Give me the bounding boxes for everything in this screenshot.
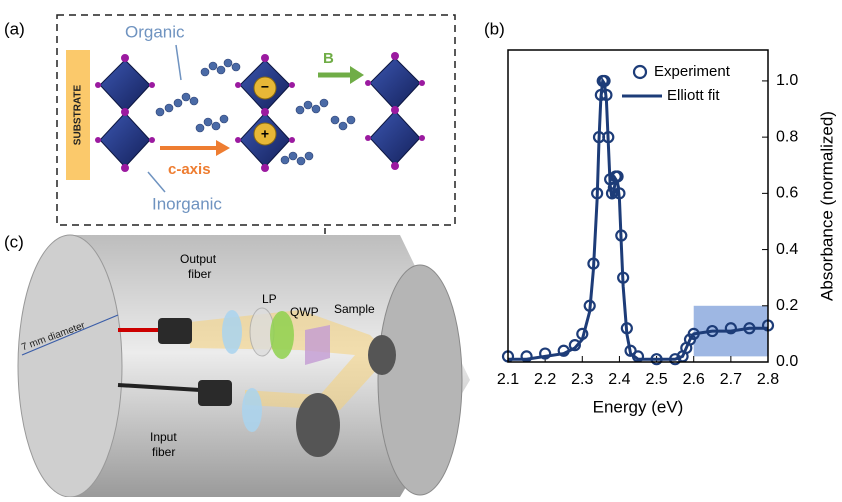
- y-tick-label: 0.8: [776, 128, 798, 145]
- x-tick-label: 2.4: [608, 371, 630, 388]
- legend-label: Elliott fit: [667, 87, 720, 104]
- organic-label: Organic: [125, 22, 185, 41]
- y-tick-label: 0.2: [776, 297, 798, 314]
- x-tick-label: 2.8: [757, 371, 779, 388]
- lens: [222, 310, 242, 354]
- qwp-label: QWP: [290, 305, 319, 319]
- sample: [368, 335, 396, 375]
- hole-sign: +: [261, 126, 269, 142]
- x-tick-label: 2.7: [720, 371, 742, 388]
- qwp: [305, 325, 330, 365]
- y-tick-label: 0.4: [776, 241, 798, 258]
- y-axis-label: Absorbance (normalized): [817, 111, 836, 301]
- legend-marker: [634, 66, 646, 78]
- output-fiber-mount: [158, 318, 192, 344]
- panel-label: (b): [484, 19, 505, 38]
- y-tick-label: 0.0: [776, 353, 798, 370]
- cylinder-end: [378, 265, 462, 495]
- panel-c: (c) 7 mm diameter Output fiber Input fib…: [4, 232, 470, 497]
- pointer: [148, 172, 165, 192]
- x-axis-label: Energy (eV): [593, 397, 684, 416]
- y-tick-label: 0.6: [776, 185, 798, 202]
- cylinder-end: [18, 235, 122, 497]
- x-tick-label: 2.2: [534, 371, 556, 388]
- electron-sign: −: [261, 79, 269, 95]
- fiber-label: fiber: [152, 445, 175, 459]
- c-axis-label: c-axis: [168, 161, 211, 178]
- substrate-label: SUBSTRATE: [73, 84, 84, 145]
- input-fiber-mount: [198, 380, 232, 406]
- panel-b: (b) Energy (eV) Absorbance (normalized) …: [484, 19, 836, 416]
- octahedra: [100, 58, 420, 167]
- panel-label: (c): [4, 232, 24, 251]
- x-tick-label: 2.6: [683, 371, 705, 388]
- mirror: [296, 393, 340, 457]
- pointer: [176, 45, 181, 80]
- arrow-head: [350, 66, 364, 84]
- inorganic-label: Inorganic: [152, 194, 222, 213]
- fiber-label: Output: [180, 252, 217, 266]
- arrow-head: [216, 140, 230, 156]
- fiber-label: fiber: [188, 267, 211, 281]
- field-label: B: [323, 50, 334, 67]
- sample-label: Sample: [334, 302, 375, 316]
- legend-label: Experiment: [654, 63, 731, 80]
- figure: (a) SUBSTRATE − + c-axis B Organic Inorg…: [0, 0, 842, 497]
- lp-label: LP: [262, 292, 277, 306]
- lens: [242, 388, 262, 432]
- x-tick-label: 2.1: [497, 371, 519, 388]
- x-tick-label: 2.3: [571, 371, 593, 388]
- panel-label: (a): [4, 19, 25, 38]
- y-tick-label: 1.0: [776, 72, 798, 89]
- fiber-label: Input: [150, 430, 177, 444]
- x-tick-label: 2.5: [645, 371, 667, 388]
